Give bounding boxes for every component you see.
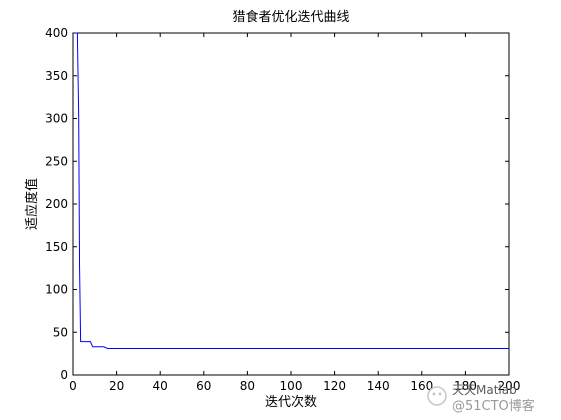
- watermark-line-2: @51CTO博客: [452, 398, 535, 414]
- watermark-line-1: 天天Matlab: [452, 383, 517, 397]
- x-tick-label: 200: [498, 379, 521, 393]
- plot-area: [72, 32, 510, 376]
- x-tick-label: 100: [280, 379, 303, 393]
- y-tick-label: 350: [45, 69, 68, 83]
- x-tick-label: 120: [323, 379, 346, 393]
- watermark-logo-icon: [427, 386, 447, 406]
- x-tick-label: 40: [153, 379, 168, 393]
- x-tick-label: 20: [109, 379, 124, 393]
- x-tick-label: 140: [367, 379, 390, 393]
- y-tick-label: 100: [45, 283, 68, 297]
- series-layer: [75, 32, 509, 349]
- x-axis: 0 20 40 60 80 100 120 140 160 180 200: [69, 33, 520, 393]
- x-tick-label: 80: [240, 379, 255, 393]
- x-axis-title: 迭代次数: [265, 394, 317, 410]
- x-tick-label: 160: [410, 379, 433, 393]
- x-tick-label: 0: [69, 379, 77, 393]
- y-tick-label: 150: [45, 240, 68, 254]
- y-tick-label: 400: [45, 26, 68, 40]
- y-tick-label: 250: [45, 154, 68, 168]
- x-tick-label: 180: [454, 379, 477, 393]
- y-axis: 0 50 100 150 200 250 300 350 400: [45, 26, 509, 382]
- series-line: [75, 32, 509, 349]
- y-axis-title: 适应度值: [24, 178, 40, 230]
- y-tick-label: 200: [45, 197, 68, 211]
- watermark: 天天Matlab @51CTO博客: [427, 383, 535, 414]
- y-tick-label: 50: [53, 325, 68, 339]
- y-tick-label: 0: [60, 368, 68, 382]
- watermark-logo-dot: [438, 392, 442, 396]
- plot-frame: [72, 32, 510, 376]
- x-tick-label: 60: [196, 379, 211, 393]
- y-tick-label: 300: [45, 112, 68, 126]
- chart-title: 猎食者优化迭代曲线: [232, 9, 349, 25]
- watermark-logo-dot: [432, 392, 436, 396]
